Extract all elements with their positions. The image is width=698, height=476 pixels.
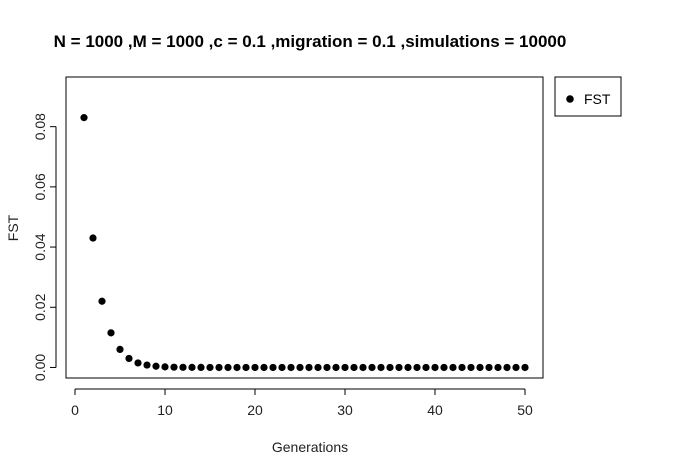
y-tick-label: 0.06 (32, 173, 48, 200)
data-point (449, 363, 457, 372)
legend-label-fst: FST (584, 91, 611, 107)
data-point (296, 363, 304, 372)
data-point (503, 363, 511, 372)
data-point (386, 363, 394, 372)
data-point (251, 363, 259, 372)
data-point (206, 363, 214, 372)
data-point (395, 363, 403, 372)
data-point (350, 363, 358, 372)
data-point (494, 363, 502, 372)
plot-frame (65, 76, 544, 379)
x-axis-label: Generations (272, 439, 348, 455)
data-point (458, 363, 466, 372)
data-point (161, 363, 169, 371)
data-point (377, 363, 385, 372)
x-tick-label: 40 (427, 402, 443, 418)
x-tick-label: 30 (337, 402, 353, 418)
data-point (197, 363, 205, 372)
x-tick-label: 10 (157, 402, 173, 418)
data-point (260, 363, 268, 372)
data-point (413, 363, 421, 372)
data-point (143, 361, 151, 369)
legend-point-marker (566, 95, 574, 103)
y-axis: 0.00 0.02 0.04 0.06 0.08 (32, 113, 57, 381)
data-point (521, 363, 529, 372)
data-point (188, 363, 196, 371)
data-point (323, 363, 331, 372)
data-point (278, 363, 286, 372)
legend: FST (554, 76, 622, 117)
data-points (80, 114, 529, 372)
y-tick-label: 0.00 (32, 354, 48, 381)
data-point (179, 363, 187, 371)
data-point (233, 363, 241, 372)
data-point (80, 114, 88, 122)
data-point (305, 363, 313, 372)
data-point (242, 363, 250, 372)
data-point (170, 363, 178, 371)
data-point (476, 363, 484, 372)
data-point (125, 354, 133, 363)
y-tick-label: 0.08 (32, 113, 48, 140)
y-axis-label: FST (5, 214, 21, 241)
data-point (134, 359, 142, 367)
x-axis: 0 10 20 30 40 50 (71, 388, 533, 418)
data-point (368, 363, 376, 372)
data-point (512, 363, 520, 372)
data-point (116, 345, 124, 354)
data-point (422, 363, 430, 372)
x-tick-label: 20 (247, 402, 263, 418)
data-point (224, 363, 232, 372)
data-point (107, 329, 115, 337)
data-point (467, 363, 475, 372)
data-point (332, 363, 340, 372)
data-point (314, 363, 322, 372)
data-point (89, 234, 97, 242)
x-tick-label: 50 (517, 402, 533, 418)
data-point (485, 363, 493, 372)
data-point (98, 297, 106, 305)
data-point (404, 363, 412, 372)
data-point (359, 363, 367, 372)
data-point (341, 363, 349, 372)
y-tick-label: 0.02 (32, 293, 48, 320)
x-tick-label: 0 (71, 402, 79, 418)
data-point (431, 363, 439, 372)
data-point (440, 363, 448, 372)
y-tick-label: 0.04 (32, 233, 48, 260)
legend-box (554, 76, 622, 117)
data-point (152, 362, 160, 370)
data-point (287, 363, 295, 372)
chart-title: N = 1000 ,M = 1000 ,c = 0.1 ,migration =… (54, 32, 567, 51)
data-point (269, 363, 277, 372)
data-point (215, 363, 223, 372)
